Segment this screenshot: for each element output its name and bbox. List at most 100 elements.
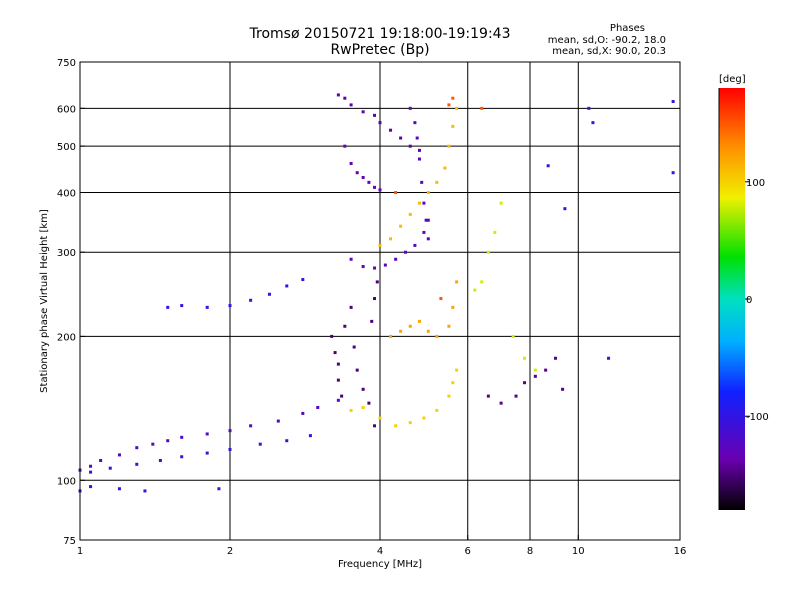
colorbar [719, 88, 745, 510]
data-point [330, 334, 334, 338]
data-point [117, 487, 121, 491]
y-tick-label: 400 [57, 188, 76, 199]
data-point [422, 201, 426, 205]
data-point [285, 284, 289, 288]
data-point [301, 278, 305, 282]
phases-x-stats: mean, sd,X: 90.0, 20.3 [552, 46, 666, 57]
data-point [355, 171, 359, 175]
data-point [355, 368, 359, 372]
data-point [249, 424, 253, 428]
data-point [422, 416, 426, 420]
data-point [403, 250, 407, 254]
data-point [267, 292, 271, 296]
data-point [373, 185, 377, 189]
data-point [399, 224, 403, 228]
data-point [336, 362, 340, 366]
data-point [451, 96, 455, 100]
data-point [349, 305, 353, 309]
data-point [544, 368, 548, 372]
data-point [499, 401, 503, 405]
data-point [514, 394, 518, 398]
data-points [78, 93, 675, 493]
y-tick-label: 75 [63, 536, 76, 547]
data-point [389, 334, 393, 338]
data-point [180, 435, 184, 439]
data-point [480, 106, 484, 110]
data-point [349, 408, 353, 412]
x-tick-label: 1 [77, 546, 83, 557]
data-point [378, 188, 382, 192]
data-point [373, 297, 377, 301]
data-point [151, 442, 155, 446]
data-point [415, 136, 419, 140]
data-point [399, 329, 403, 333]
data-point [408, 324, 412, 328]
data-point [285, 439, 289, 443]
data-point [426, 190, 430, 194]
data-point [408, 144, 412, 148]
data-point [276, 419, 280, 423]
x-tick-label: 8 [527, 546, 533, 557]
data-point [408, 421, 412, 425]
data-point [205, 451, 209, 455]
data-point [135, 446, 139, 450]
data-point [447, 144, 451, 148]
data-point [447, 324, 451, 328]
y-tick-label: 200 [57, 332, 76, 343]
data-point [336, 93, 340, 97]
data-point [480, 280, 484, 284]
data-point [394, 424, 398, 428]
data-point [591, 121, 595, 125]
data-point [486, 394, 490, 398]
data-point [499, 201, 503, 205]
colorbar-tick-label: -100 [746, 412, 769, 423]
data-point [420, 180, 424, 184]
data-point [553, 356, 557, 360]
data-point [361, 175, 365, 179]
data-point [316, 405, 320, 409]
data-point [117, 453, 121, 457]
colorbar-label: [deg] [719, 74, 746, 85]
x-axis-label: Frequency [MHz] [338, 559, 422, 570]
data-point [426, 329, 430, 333]
phases-o-stats: mean, sd,O: -90.2, 18.0 [547, 35, 666, 46]
data-point [343, 324, 347, 328]
data-point [166, 305, 170, 309]
data-point [389, 128, 393, 132]
y-tick-label: 100 [57, 476, 76, 487]
data-point [373, 266, 377, 270]
data-point [408, 212, 412, 216]
data-point [451, 124, 455, 128]
data-point [413, 121, 417, 125]
x-tick-label: 6 [465, 546, 471, 557]
y-tick-label: 750 [57, 58, 76, 69]
data-point [473, 288, 477, 292]
data-point [99, 458, 103, 462]
data-point [249, 298, 253, 302]
data-point [361, 110, 365, 114]
data-point [451, 305, 455, 309]
data-point [378, 121, 382, 125]
data-point [228, 429, 232, 433]
data-point [523, 356, 527, 360]
data-point [180, 304, 184, 308]
data-point [228, 447, 232, 451]
data-point [451, 381, 455, 385]
y-axis-ticks: 75 100 200 300 400 500 600 750 [57, 58, 85, 547]
data-point [361, 265, 365, 269]
data-point [343, 96, 347, 100]
grid-lines [80, 62, 680, 540]
data-point [587, 106, 591, 110]
x-axis-ticks: 1 2 4 6 8 10 16 [77, 535, 686, 557]
data-point [301, 411, 305, 415]
data-point [413, 243, 417, 247]
data-point [408, 106, 412, 110]
data-point [378, 243, 382, 247]
data-point [486, 250, 490, 254]
data-point [180, 455, 184, 459]
data-point [143, 489, 147, 493]
data-point [349, 257, 353, 261]
data-point [435, 334, 439, 338]
data-point [352, 345, 356, 349]
